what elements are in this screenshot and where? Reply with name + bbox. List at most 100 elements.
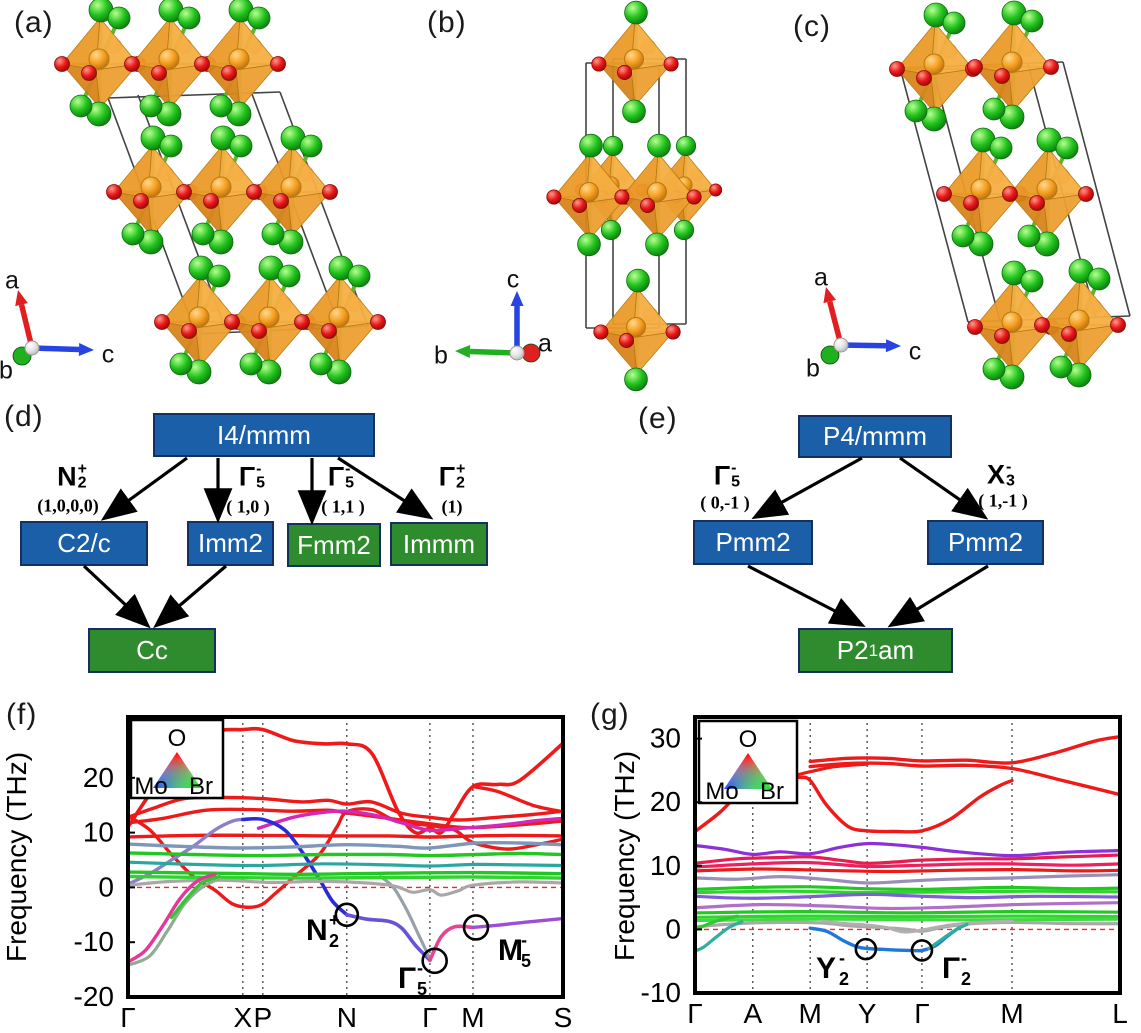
o-atom	[1078, 186, 1094, 202]
mode-circle	[910, 939, 934, 962]
o-atom	[994, 328, 1010, 344]
transition-arrow	[899, 456, 989, 520]
order-parameter-label: ( 1,0 )	[226, 496, 270, 517]
svg-text:-: -	[417, 958, 423, 978]
o-atom	[181, 323, 197, 339]
o-atom	[619, 332, 635, 348]
o-atom	[889, 61, 905, 77]
o-atom	[1002, 186, 1018, 202]
br-atom	[1055, 136, 1079, 160]
spacegroup-node: C2/c	[20, 521, 148, 566]
br-atom	[299, 134, 323, 158]
br-atom	[626, 268, 650, 293]
irrep-label: Γ-5	[327, 460, 355, 492]
legend-label-mo: Mo	[705, 778, 738, 805]
y-tick-label: 30	[650, 723, 681, 754]
x-tick-label: Γ	[914, 998, 929, 1029]
mode-label: N	[306, 914, 328, 947]
o-atom	[994, 68, 1010, 84]
x-tick-label: Γ	[687, 998, 702, 1029]
o-atom	[686, 189, 702, 205]
mo-atom	[626, 317, 646, 337]
irrep-label: N +2	[57, 460, 87, 492]
mo-atom	[188, 306, 210, 328]
o-atom	[194, 56, 210, 72]
octahedron-face	[235, 63, 280, 109]
br-atom	[1049, 355, 1073, 379]
o-atom	[640, 197, 656, 213]
phonon-band	[927, 922, 969, 951]
gizmo-origin	[509, 345, 525, 361]
phonon-band	[128, 795, 563, 822]
mo-atom	[1068, 309, 1090, 331]
octahedron-face	[165, 63, 210, 109]
transition-arrow	[887, 564, 989, 628]
order-parameter-label: ( 1,1 )	[321, 496, 365, 517]
spacegroup-node: Imm2	[187, 521, 274, 566]
br-atom	[647, 133, 671, 158]
axis-arrow	[469, 348, 518, 356]
br-atom	[602, 135, 624, 157]
o-atom	[967, 319, 983, 335]
spacegroup-node: Cc	[88, 628, 216, 673]
mo-atom	[210, 176, 232, 198]
octahedron-face	[195, 321, 240, 367]
phonon-band	[808, 926, 961, 953]
o-atom	[663, 56, 679, 72]
phonon-band	[128, 872, 217, 964]
unit-cell-line	[1062, 61, 1131, 317]
legend-label-o: O	[739, 726, 758, 753]
mo-atom	[88, 48, 110, 70]
octahedron-face	[287, 191, 332, 237]
mo-atom	[258, 306, 280, 328]
o-atom	[54, 56, 70, 72]
br-atom	[209, 94, 233, 118]
br-atom	[159, 134, 183, 158]
phonon-band	[808, 761, 1120, 797]
x-tick-label: Y	[858, 998, 877, 1029]
svg-text:-: -	[521, 930, 527, 950]
o-atom	[1061, 326, 1077, 342]
octahedron-face	[1008, 326, 1053, 372]
phonon-band	[821, 919, 1014, 934]
br-atom	[107, 6, 131, 30]
panel-label-g: (g)	[590, 698, 630, 731]
o-atom	[251, 323, 267, 339]
br-atom	[169, 352, 193, 376]
o-atom	[321, 323, 337, 339]
br-atom	[277, 264, 301, 288]
axis-ball	[820, 345, 840, 365]
octahedron-face	[147, 191, 192, 237]
br-atom	[1020, 269, 1044, 293]
br-atom	[177, 6, 201, 30]
y-tick-label: -10	[74, 926, 114, 957]
mode-circle	[334, 902, 360, 928]
y-axis-label: Frequency (THz)	[609, 751, 640, 961]
br-atom	[624, 0, 648, 25]
legend-label-br: Br	[189, 773, 213, 800]
phonon-band	[695, 917, 1120, 923]
transition-arrow	[747, 564, 866, 627]
x-tick-label: P	[254, 1002, 273, 1033]
spacegroup-node: I4/mmm	[153, 413, 375, 457]
octahedron-face	[930, 68, 975, 114]
axis-label-c: c	[507, 266, 520, 294]
mo-atom	[624, 49, 644, 69]
br-atom	[577, 232, 601, 257]
phonon-band	[128, 833, 563, 839]
panel-label-d: (d)	[4, 400, 44, 433]
br-atom	[121, 222, 145, 246]
irrep-label: X-3	[987, 458, 1015, 490]
y-tick-label: 10	[650, 850, 681, 881]
spacegroup-node: Fmm2	[287, 523, 381, 567]
phonon-band	[695, 920, 744, 953]
br-atom	[624, 367, 648, 392]
x-tick-label: X	[233, 1002, 252, 1033]
octahedron-face	[1043, 193, 1088, 239]
mo-atom	[328, 306, 350, 328]
spacegroup-node: Pmm2	[927, 520, 1044, 565]
order-parameter-label: (1,0,0,0)	[37, 495, 99, 516]
x-tick-label: A	[743, 998, 762, 1029]
phonon-band	[128, 878, 563, 897]
